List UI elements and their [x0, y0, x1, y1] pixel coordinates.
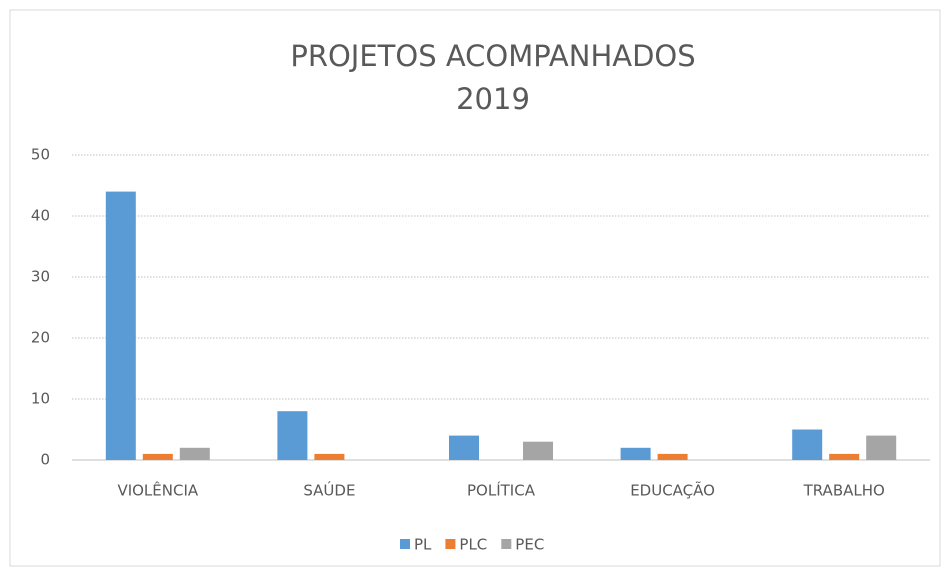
chart-subtitle: 2019	[456, 82, 530, 116]
y-tick-label: 30	[31, 268, 50, 286]
legend-swatch	[501, 539, 512, 549]
legend-swatch	[400, 539, 410, 549]
y-tick-label: 50	[31, 146, 50, 164]
bar	[620, 447, 651, 460]
y-tick-label: 0	[40, 451, 50, 469]
bar	[179, 447, 210, 460]
bar	[142, 453, 173, 460]
legend-label: PEC	[515, 536, 544, 554]
x-tick-label: TRABALHO	[803, 482, 885, 500]
bar	[449, 435, 479, 460]
bar	[866, 435, 897, 460]
bar	[105, 191, 136, 460]
chart-title: PROJETOS ACOMPANHADOS	[290, 39, 695, 73]
y-tick-label: 10	[31, 390, 50, 408]
legend-label: PLC	[459, 536, 487, 554]
bar	[523, 441, 553, 460]
bar	[829, 453, 860, 460]
x-tick-label: VIOLÊNCIA	[117, 481, 198, 500]
legend-swatch	[445, 539, 456, 549]
x-tick-label: EDUCAÇÃO	[630, 481, 715, 500]
bar	[277, 411, 308, 460]
x-tick-label: POLÍTICA	[467, 481, 536, 500]
y-tick-label: 40	[31, 207, 50, 225]
bar	[792, 429, 823, 460]
y-tick-label: 20	[31, 329, 50, 347]
legend-label: PL	[414, 536, 432, 554]
x-tick-label: SAÚDE	[303, 481, 355, 500]
chart-border	[9, 9, 941, 567]
bar	[314, 453, 345, 460]
bar	[657, 453, 688, 460]
